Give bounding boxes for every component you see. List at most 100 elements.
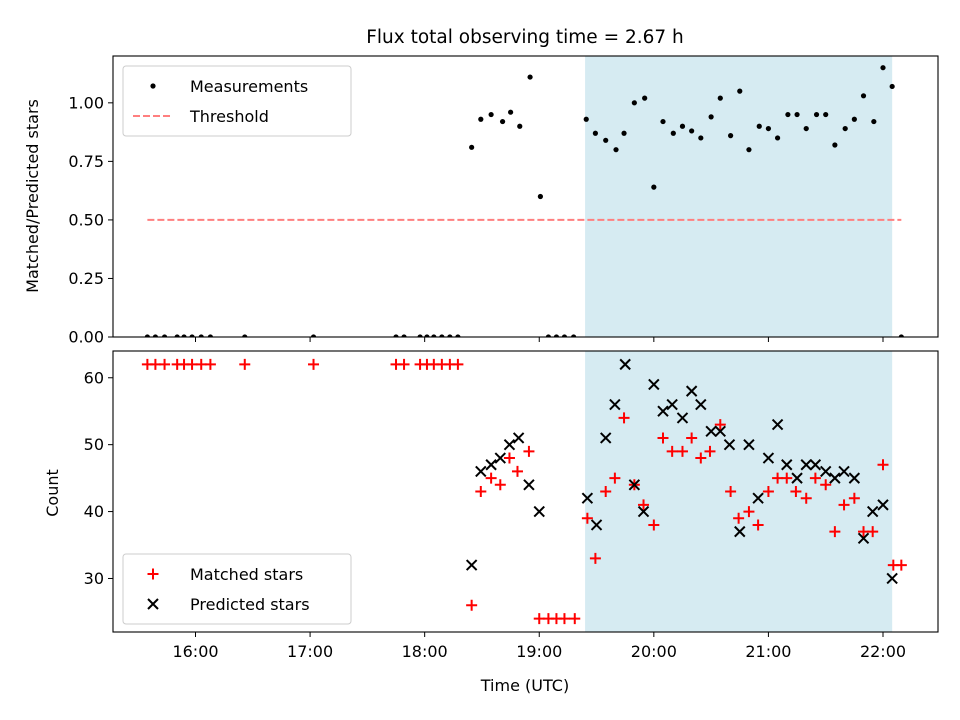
top-series-0-point — [603, 137, 609, 143]
bottom-series-0-point — [772, 472, 784, 484]
top-legend-swatch — [150, 83, 156, 89]
bottom-series-1-point — [600, 432, 612, 444]
bottom-legend-label: Matched stars — [190, 565, 303, 584]
bottom-series-0-point — [820, 479, 832, 491]
bottom-series-1-point — [705, 425, 717, 437]
top-series-0-point — [592, 130, 598, 136]
bottom-series-1-point — [465, 559, 478, 571]
top-series-0-point — [689, 128, 695, 134]
bottom-series-0-point — [485, 472, 497, 484]
top-series-0-point — [571, 334, 577, 337]
bottom-series-0-point — [398, 358, 410, 370]
top-y-axis-label: Matched/Predicted stars — [23, 99, 42, 293]
top-series-0-point — [880, 65, 886, 71]
bottom-series-0-point — [494, 479, 506, 491]
bottom-series-0-point — [523, 445, 535, 457]
bottom-series-0-point — [877, 459, 889, 471]
bottom-series-1-point — [637, 505, 650, 518]
top-series-0-point — [660, 118, 666, 125]
bottom-series-1-point — [695, 398, 707, 411]
bottom-legend-swatch — [147, 598, 159, 610]
top-series-0-point — [181, 334, 187, 337]
bottom-series-0-point — [848, 492, 860, 504]
top-series-0-point — [613, 147, 619, 153]
top-plot-area — [144, 65, 904, 337]
top-series-0-point — [651, 184, 657, 190]
bottom-series-0-point — [781, 472, 793, 484]
bottom-series-1-point — [590, 519, 603, 531]
top-series-0-point — [499, 118, 506, 125]
top-series-0-point — [401, 334, 407, 337]
bottom-series-1-point — [723, 438, 736, 451]
bottom-series-1-point — [648, 378, 660, 391]
top-series-0-point — [527, 74, 533, 80]
top-series-0-point — [737, 88, 743, 94]
top-y-tick-label: 0.25 — [68, 269, 104, 288]
top-panel-ratio: 0.00 0.25 0.50 0.75 1.00 Measurements Threshol… — [68, 55, 939, 347]
bottom-series-0-point — [648, 519, 660, 531]
bottom-series-1-point — [820, 465, 832, 478]
top-series-0-point — [851, 116, 857, 122]
bottom-series-1-point — [676, 412, 689, 424]
top-shaded-region — [585, 56, 893, 337]
top-series-0-point — [698, 135, 704, 141]
top-series-0-point — [785, 111, 791, 118]
bottom-series-0-point — [618, 412, 630, 424]
top-legend-box — [122, 65, 352, 137]
bottom-series-0-point — [829, 526, 841, 538]
bottom-series-0-point — [686, 432, 698, 444]
bottom-series-1-point — [866, 505, 879, 518]
top-series-0-point — [439, 334, 445, 337]
top-series-0-point — [393, 334, 399, 337]
bottom-series-1-point — [503, 438, 516, 451]
top-series-0-point — [860, 93, 867, 99]
bottom-plot-area — [141, 358, 907, 625]
bottom-series-0-point — [159, 358, 171, 370]
bottom-panel-counts: 30 40 50 60 16:00 17:00 18:00 19:00 20:00 21:00 22… — [84, 350, 939, 661]
top-series-0-point — [431, 334, 437, 337]
bottom-y-tick-label: 50 — [84, 435, 104, 454]
bottom-series-1-point — [628, 479, 641, 491]
top-series-0-point — [746, 147, 752, 153]
top-legend-label: Threshold — [189, 107, 269, 126]
top-series-0-point — [794, 111, 800, 118]
bottom-series-1-point — [714, 425, 726, 437]
bottom-series-0-point — [569, 613, 581, 625]
top-y-tick-label: 0.00 — [68, 328, 104, 347]
bottom-series-1-point — [485, 459, 497, 471]
bottom-y-axis-label: Count — [43, 469, 62, 517]
bottom-y-tick-label: 40 — [84, 502, 104, 521]
bottom-series-0-point — [503, 452, 515, 464]
top-series-0-point — [207, 334, 213, 337]
bottom-series-0-point — [743, 506, 755, 518]
top-series-0-point — [832, 142, 838, 148]
top-series-0-point — [488, 111, 494, 118]
bottom-series-0-point — [725, 486, 737, 497]
top-series-0-point — [621, 130, 627, 136]
top-series-0-point — [545, 334, 552, 337]
bottom-series-0-point — [204, 358, 216, 370]
bottom-series-1-point — [857, 532, 870, 545]
top-axes-frame — [112, 55, 939, 338]
top-series-0-point — [198, 334, 204, 337]
bottom-series-0-point — [466, 599, 478, 611]
bottom-series-0-point — [511, 465, 523, 477]
top-series-0-point — [478, 116, 484, 122]
x-axis-label: Time (UTC) — [480, 676, 569, 695]
top-series-0-point — [889, 83, 895, 90]
bottom-axes-frame — [112, 350, 939, 633]
top-y-tick-label: 0.50 — [68, 210, 104, 229]
top-series-0-point — [189, 334, 195, 337]
top-series-0-point — [717, 95, 723, 101]
bottom-series-0-point — [638, 499, 650, 511]
bottom-series-0-point — [733, 512, 745, 524]
top-series-0-point — [728, 133, 734, 139]
bottom-series-1-point — [752, 492, 764, 504]
bottom-series-0-point — [714, 419, 726, 431]
bottom-series-0-point — [589, 552, 601, 564]
bottom-series-1-point — [475, 465, 487, 478]
top-series-0-point — [642, 95, 648, 101]
bottom-series-0-point — [838, 499, 850, 511]
bottom-series-0-point — [790, 486, 802, 497]
x-tick-label: 17:00 — [287, 642, 333, 661]
